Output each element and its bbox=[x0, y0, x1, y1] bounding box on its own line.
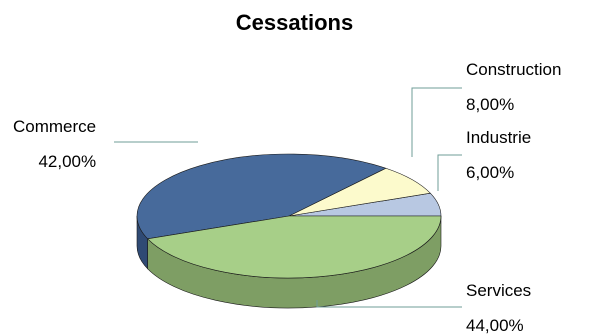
slice-label-industrie-value: 6,00% bbox=[466, 163, 515, 182]
slice-label-industrie: Industrie 6,00% bbox=[466, 128, 531, 183]
slice-label-construction: Construction 8,00% bbox=[466, 60, 561, 115]
slice-label-commerce-name: Commerce bbox=[13, 117, 97, 136]
slice-label-services: Services 44,00% bbox=[466, 281, 531, 336]
slice-label-construction-name: Construction bbox=[466, 60, 562, 79]
slice-label-industrie-name: Industrie bbox=[466, 128, 532, 147]
leader-line-services bbox=[316, 300, 462, 308]
slice-commerce bbox=[136, 153, 387, 240]
chart-title: Cessations bbox=[235, 10, 354, 35]
slice-label-services-name: Services bbox=[466, 281, 532, 300]
leader-line-construction bbox=[411, 87, 462, 157]
slice-label-construction-value: 8,00% bbox=[466, 95, 515, 114]
leader-line-industrie bbox=[437, 154, 462, 191]
slice-services bbox=[147, 215, 442, 279]
slice-label-commerce-value: 42,00% bbox=[38, 152, 97, 171]
slice-label-services-value: 44,00% bbox=[466, 316, 524, 335]
slice-label-commerce: Commerce 42,00% bbox=[13, 117, 96, 172]
